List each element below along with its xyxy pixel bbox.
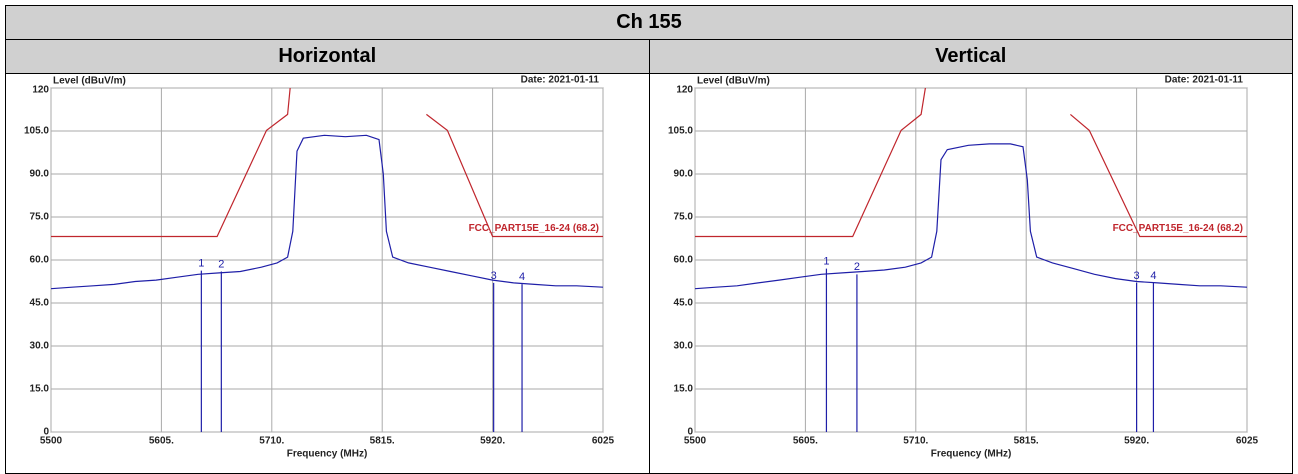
data-line (694, 88, 1247, 238)
x-tick-label: 5500 (684, 436, 707, 447)
data-line (51, 134, 604, 290)
data-line (51, 88, 604, 238)
table-title: Ch 155 (5, 5, 1293, 40)
marker-label: 4 (519, 271, 525, 283)
y-tick-label: 30.0 (30, 341, 50, 352)
y-tick-label: 45.0 (673, 298, 693, 309)
x-tick-label: 5920. (480, 436, 505, 447)
marker-label: 4 (1150, 270, 1156, 282)
chart: 0 15.0 30.0 45.0 60.0 75.0 90.0 105.0 120 5500 560… (668, 75, 1259, 460)
y-tick-label: 0 (687, 427, 693, 438)
x-axis-label: Frequency (MHz) (930, 449, 1011, 460)
x-tick-label: 5920. (1124, 436, 1149, 447)
marker-label: 2 (854, 261, 860, 273)
data-line (694, 143, 1247, 290)
y-tick-label: 120 (33, 85, 50, 96)
marker-label: 2 (219, 258, 225, 270)
column-header: Horizontal (5, 39, 650, 74)
x-tick-label: 5815. (1013, 436, 1038, 447)
y-tick-label: 60.0 (673, 255, 693, 266)
y-tick-label: 120 (676, 85, 693, 96)
x-tick-label: 5605. (793, 436, 818, 447)
x-tick-label: 6025 (592, 436, 615, 447)
x-tick-label: 5710. (903, 436, 928, 447)
report-table: Ch 155 Horizontal Vertical 0 15.0 30.0 45.0 6… (5, 5, 1293, 474)
y-tick-label: 75.0 (30, 212, 50, 223)
x-tick-label: 5605. (149, 436, 174, 447)
y-tick-label: 0 (44, 427, 50, 438)
x-tick-label: 5500 (40, 436, 63, 447)
limit-label: FCC_PART15E_16-24 (68.2) (1112, 223, 1242, 234)
y-tick-label: 105.0 (24, 126, 49, 137)
y-tick-label: 90.0 (673, 169, 693, 180)
y-tick-label: 90.0 (30, 169, 50, 180)
date-label: Date: 2021-01-11 (521, 75, 600, 86)
x-tick-label: 5710. (260, 436, 285, 447)
date-label: Date: 2021-01-11 (1164, 75, 1243, 86)
y-tick-label: 105.0 (668, 126, 693, 137)
y-tick-label: 60.0 (30, 255, 50, 266)
chart: 0 15.0 30.0 45.0 60.0 75.0 90.0 105.0 120 5500 560… (24, 75, 615, 460)
y-axis-label: Level (dBuV/m) (697, 76, 770, 87)
y-tick-label: 15.0 (30, 384, 50, 395)
x-tick-label: 5815. (370, 436, 395, 447)
y-tick-label: 45.0 (30, 298, 50, 309)
y-tick-label: 15.0 (673, 384, 693, 395)
marker-label: 3 (1133, 270, 1139, 282)
marker-label: 3 (491, 270, 497, 282)
y-tick-label: 30.0 (673, 341, 693, 352)
limit-label: FCC_PART15E_16-24 (68.2) (469, 223, 599, 234)
column-header: Vertical (648, 39, 1293, 74)
y-tick-label: 75.0 (673, 212, 693, 223)
y-axis-label: Level (dBuV/m) (53, 76, 126, 87)
marker-label: 1 (199, 258, 205, 270)
marker-label: 1 (823, 256, 829, 268)
x-axis-label: Frequency (MHz) (287, 449, 368, 460)
x-tick-label: 6025 (1236, 436, 1259, 447)
